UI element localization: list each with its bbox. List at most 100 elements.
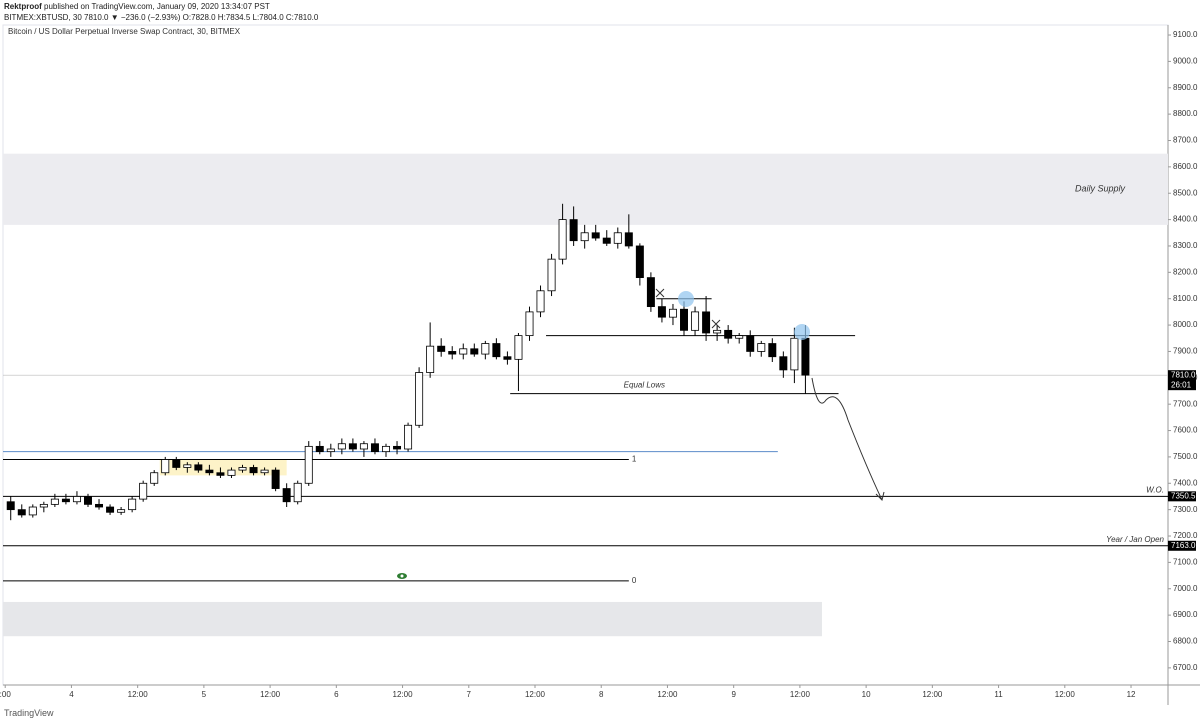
candle-body bbox=[657, 306, 666, 318]
zone bbox=[3, 601, 822, 637]
candle-body bbox=[668, 308, 677, 318]
y-tick-label: 8200.0 bbox=[1173, 267, 1198, 276]
x-tick-label: 11 bbox=[994, 690, 1003, 699]
candle-body bbox=[691, 311, 700, 331]
candle-body bbox=[139, 482, 148, 500]
candle-body bbox=[216, 472, 225, 476]
candle-body bbox=[404, 424, 413, 450]
publish-line: Rektproof published on TradingView.com, … bbox=[4, 2, 270, 11]
candle-body bbox=[172, 459, 181, 468]
y-tick-label: 8300.0 bbox=[1173, 241, 1198, 250]
candle-body bbox=[260, 469, 269, 474]
level-label: 0 bbox=[632, 576, 637, 585]
y-tick-label: 6800.0 bbox=[1173, 637, 1198, 646]
candle-body bbox=[481, 343, 490, 355]
quote: BITMEX:XBTUSD, 30 7810.0 ▼ −236.0 (−2.93… bbox=[4, 13, 319, 22]
last-price-tag: 7810.0 bbox=[1171, 370, 1196, 379]
candle-body bbox=[790, 337, 799, 371]
y-tick-label: 8400.0 bbox=[1173, 215, 1198, 224]
zone bbox=[3, 153, 1168, 225]
candle-body bbox=[205, 469, 214, 474]
candle-body bbox=[459, 348, 468, 355]
candle-body bbox=[757, 343, 766, 352]
x-tick-label: 12:00 bbox=[1055, 690, 1076, 699]
author: Rektproof bbox=[4, 2, 42, 11]
candle-body bbox=[238, 467, 247, 471]
y-tick-label: 8500.0 bbox=[1173, 188, 1198, 197]
price-tag bbox=[1168, 540, 1196, 551]
candle-body bbox=[624, 232, 633, 247]
plot-area bbox=[2, 24, 1169, 686]
candle-body bbox=[348, 443, 357, 450]
x-tick-label: 12 bbox=[1127, 690, 1136, 699]
candle-body bbox=[370, 443, 379, 453]
price-tag-label: 7163.0 bbox=[1171, 541, 1196, 550]
x-tick-label: 8 bbox=[599, 690, 604, 699]
candle-body bbox=[746, 335, 755, 352]
candle-body bbox=[84, 496, 92, 505]
candle-body bbox=[426, 345, 435, 373]
x-tick-label: 10 bbox=[862, 690, 871, 699]
candle-body bbox=[39, 503, 48, 508]
x-tick-label: 12:00 bbox=[922, 690, 943, 699]
candle-body bbox=[282, 488, 291, 503]
y-tick-label: 7200.0 bbox=[1173, 531, 1198, 540]
candle-body bbox=[393, 445, 402, 450]
candle-body bbox=[646, 277, 655, 308]
y-tick-label: 9000.0 bbox=[1173, 56, 1198, 65]
candle-body bbox=[194, 464, 203, 471]
x-tick-label: 12:00 bbox=[790, 690, 811, 699]
chart-title: Bitcoin / US Dollar Perpetual Inverse Sw… bbox=[8, 27, 241, 36]
y-tick-label: 7500.0 bbox=[1173, 452, 1198, 461]
x-tick-label: 9 bbox=[731, 690, 736, 699]
candle-body bbox=[470, 348, 479, 355]
candle-body bbox=[580, 232, 589, 242]
candle-body bbox=[437, 345, 446, 352]
y-tick-label: 8600.0 bbox=[1173, 162, 1198, 171]
candle-body bbox=[183, 464, 192, 468]
candle-body bbox=[359, 443, 368, 450]
candle-body bbox=[271, 469, 280, 489]
candle-body bbox=[448, 351, 457, 355]
y-tick-label: 7600.0 bbox=[1173, 426, 1198, 435]
candle-body bbox=[6, 501, 15, 511]
published: published on TradingView.com, January 09… bbox=[44, 2, 270, 11]
candle-body bbox=[547, 258, 556, 292]
x-tick-label: 6 bbox=[334, 690, 339, 699]
y-tick-label: 7000.0 bbox=[1173, 584, 1198, 593]
y-tick-label: 6900.0 bbox=[1173, 610, 1198, 619]
candle-body bbox=[72, 496, 81, 503]
candle-body bbox=[293, 482, 302, 503]
x-tick-label: 12:00 bbox=[393, 690, 414, 699]
candle-body bbox=[117, 509, 126, 513]
candle-body bbox=[326, 448, 335, 453]
candle-body bbox=[492, 343, 501, 358]
x-tick-label: 12:00 bbox=[260, 690, 281, 699]
y-tick-label: 9100.0 bbox=[1173, 30, 1198, 39]
candle-body bbox=[713, 329, 722, 334]
candle-body bbox=[304, 445, 313, 484]
zone-label: Daily Supply bbox=[1075, 184, 1126, 194]
candle-body bbox=[779, 356, 788, 371]
candle-body bbox=[514, 335, 523, 360]
x-tick-label: 5 bbox=[202, 690, 207, 699]
y-tick-label: 8000.0 bbox=[1173, 320, 1198, 329]
candle-body bbox=[536, 290, 545, 313]
y-tick-label: 7100.0 bbox=[1173, 557, 1198, 566]
y-tick-label: 8700.0 bbox=[1173, 136, 1198, 145]
candle-body bbox=[106, 506, 115, 513]
y-tick-label: 6700.0 bbox=[1173, 663, 1198, 672]
candle-body bbox=[28, 506, 37, 516]
price-tag bbox=[1168, 491, 1196, 502]
candle-body bbox=[50, 498, 59, 505]
candle-body bbox=[150, 472, 159, 484]
countdown: 26:01 bbox=[1171, 380, 1192, 389]
candle-body bbox=[503, 356, 512, 360]
candle-body bbox=[569, 219, 578, 242]
candle-body bbox=[680, 308, 688, 331]
candle-body bbox=[61, 498, 70, 503]
candle-body bbox=[591, 232, 600, 239]
y-tick-label: 7400.0 bbox=[1173, 478, 1198, 487]
